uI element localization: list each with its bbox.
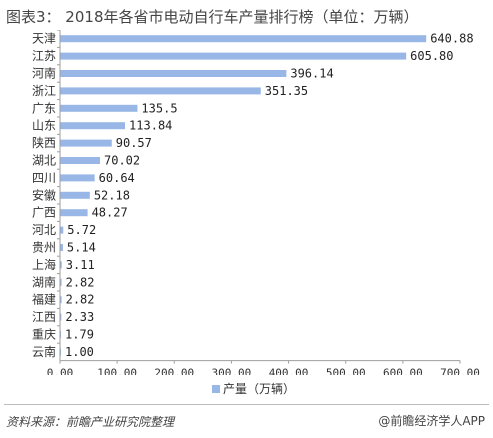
category-label: 安徽 [32, 187, 56, 202]
bar [60, 157, 101, 164]
chart-title: 图表3： 2018年各省市电动自行车产量排行榜（单位：万辆） [6, 8, 419, 26]
value-label: 113.84 [129, 119, 172, 133]
bar [60, 296, 62, 304]
x-tick-label: 100.00 [97, 367, 137, 375]
bar [60, 174, 95, 182]
bar [60, 261, 62, 269]
category-label: 陕西 [32, 135, 56, 150]
category-label: 云南 [32, 344, 56, 359]
bar [60, 226, 64, 234]
x-tick-label: 500.00 [326, 367, 366, 375]
value-label: 2.33 [65, 310, 94, 324]
bar [60, 139, 112, 147]
value-label: 5.72 [67, 223, 96, 237]
x-tick-label: 0.00 [47, 367, 74, 375]
bar-chart: 天津 640.88 江苏 605.80 河南 396.14 浙江 351.35 广东 135.5 山… [32, 30, 480, 375]
value-label: 90.57 [116, 136, 152, 150]
category-label: 山东 [32, 119, 56, 133]
bar [60, 35, 427, 43]
bar [60, 331, 62, 338]
value-label: 135.5 [141, 101, 177, 115]
category-label: 浙江 [32, 84, 56, 98]
value-label: 640.88 [430, 32, 473, 46]
x-tick-label: 400.00 [269, 367, 309, 375]
brand-credit: @前瞻经济学人APP [378, 414, 485, 428]
legend: 产量（万辆） [212, 380, 295, 397]
category-label: 河南 [32, 66, 56, 81]
bar [60, 244, 63, 251]
bar [60, 52, 407, 60]
category-label: 天津 [32, 32, 56, 46]
value-label: 60.64 [99, 171, 135, 185]
x-tick-label: 700.00 [440, 367, 480, 375]
value-label: 396.14 [290, 67, 333, 81]
bar [60, 70, 287, 77]
value-label: 3.11 [66, 258, 95, 272]
bar [60, 191, 90, 199]
category-label: 上海 [32, 257, 56, 272]
x-tick-label: 300.00 [212, 367, 252, 375]
category-label: 江苏 [32, 49, 56, 63]
category-label: 广东 [32, 101, 56, 115]
bar [60, 87, 261, 95]
source-note: 资料来源：前瞻产业研究院整理 [6, 415, 175, 429]
bar [60, 209, 88, 217]
category-label: 湖南 [32, 274, 56, 289]
value-label: 351.35 [265, 84, 308, 98]
x-tick-label: 200.00 [154, 367, 194, 375]
legend-swatch [212, 384, 220, 393]
value-label: 48.27 [92, 206, 128, 220]
legend-label: 产量（万辆） [223, 382, 296, 396]
category-label: 河北 [32, 223, 56, 237]
value-label: 2.82 [66, 293, 95, 307]
category-label: 福建 [32, 292, 56, 307]
bar [60, 313, 62, 321]
x-tick-label: 600.00 [383, 367, 423, 375]
value-label: 70.02 [104, 154, 140, 168]
category-label: 湖北 [32, 153, 56, 168]
value-label: 1.00 [65, 345, 94, 359]
value-label: 605.80 [410, 49, 453, 63]
category-label: 四川 [32, 171, 56, 185]
value-label: 52.18 [94, 188, 130, 202]
value-label: 1.79 [65, 328, 94, 342]
category-label: 广西 [32, 206, 56, 220]
footer-divider [4, 404, 489, 405]
bar [60, 104, 138, 112]
value-label: 2.82 [66, 275, 95, 289]
category-label: 江西 [32, 310, 56, 324]
value-label: 5.14 [67, 241, 96, 255]
category-label: 贵州 [32, 241, 56, 255]
category-label: 重庆 [32, 328, 56, 342]
bar [60, 278, 62, 286]
bar [60, 122, 126, 130]
